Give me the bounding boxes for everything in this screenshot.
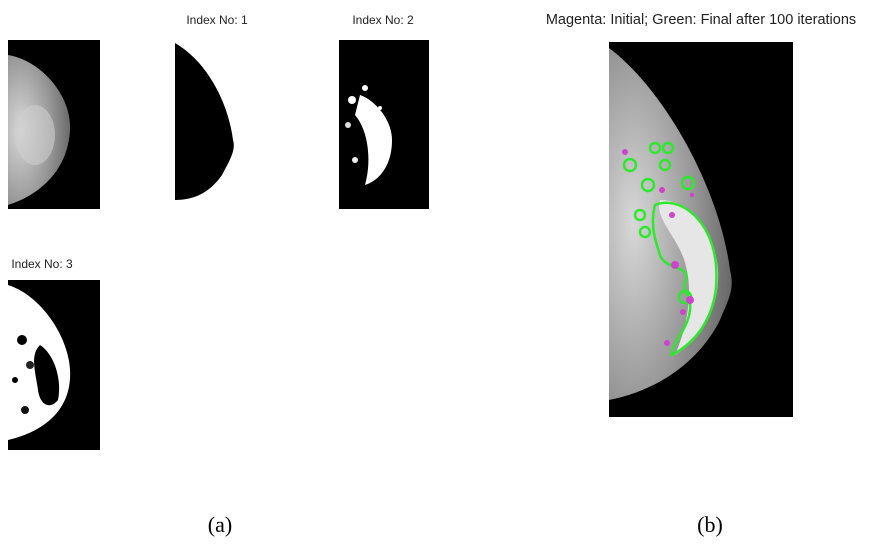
original-image bbox=[8, 40, 100, 209]
image-title: Index No: 2 bbox=[352, 13, 414, 27]
segmented-image-2 bbox=[339, 40, 429, 209]
caption: (a) bbox=[208, 512, 232, 537]
segmented-image-3 bbox=[8, 280, 100, 450]
image-title: Index No: 1 bbox=[186, 13, 248, 27]
image-title: Magenta: Initial; Green: Final after 100… bbox=[546, 12, 856, 28]
image-title: Index No: 3 bbox=[11, 257, 73, 271]
segmented-image-1 bbox=[175, 43, 234, 200]
figure: Index No: 1 Index No: 2 Index No: 3 (a) … bbox=[0, 0, 880, 545]
caption: (b) bbox=[697, 512, 723, 537]
contour-image bbox=[609, 42, 793, 417]
